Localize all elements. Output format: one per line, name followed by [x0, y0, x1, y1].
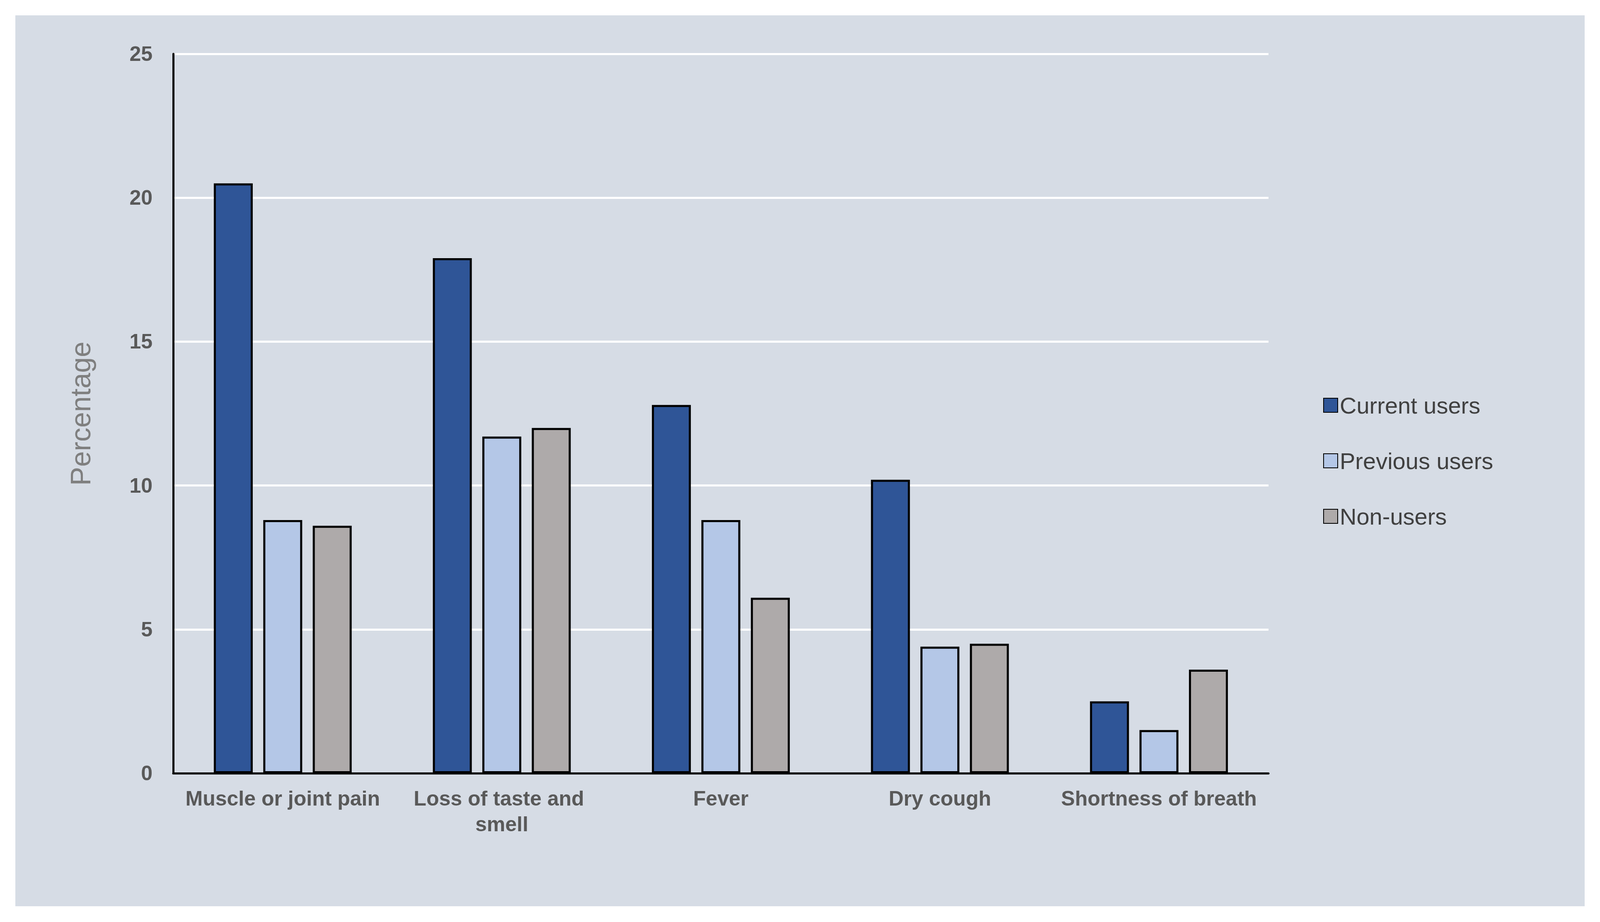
svg-text:5: 5: [140, 617, 153, 642]
svg-text:10: 10: [129, 474, 153, 498]
svg-text:20: 20: [129, 186, 153, 210]
svg-text:Non-users: Non-users: [1339, 503, 1447, 530]
svg-text:Dry cough: Dry cough: [888, 786, 991, 811]
svg-text:smell: smell: [475, 812, 529, 836]
svg-text:25: 25: [129, 42, 153, 66]
svg-text:Previous users: Previous users: [1339, 447, 1494, 475]
svg-text:0: 0: [140, 761, 153, 785]
svg-text:Loss of taste and: Loss of taste and: [413, 786, 590, 811]
svg-text:Fever: Fever: [693, 786, 749, 811]
svg-text:15: 15: [129, 329, 153, 354]
svg-text:Muscle or joint pain: Muscle or joint pain: [185, 786, 381, 811]
svg-text:Percentage: Percentage: [64, 341, 97, 486]
svg-text:Current users: Current users: [1339, 392, 1481, 419]
svg-text:Shortness of breath: Shortness of breath: [1061, 786, 1257, 811]
